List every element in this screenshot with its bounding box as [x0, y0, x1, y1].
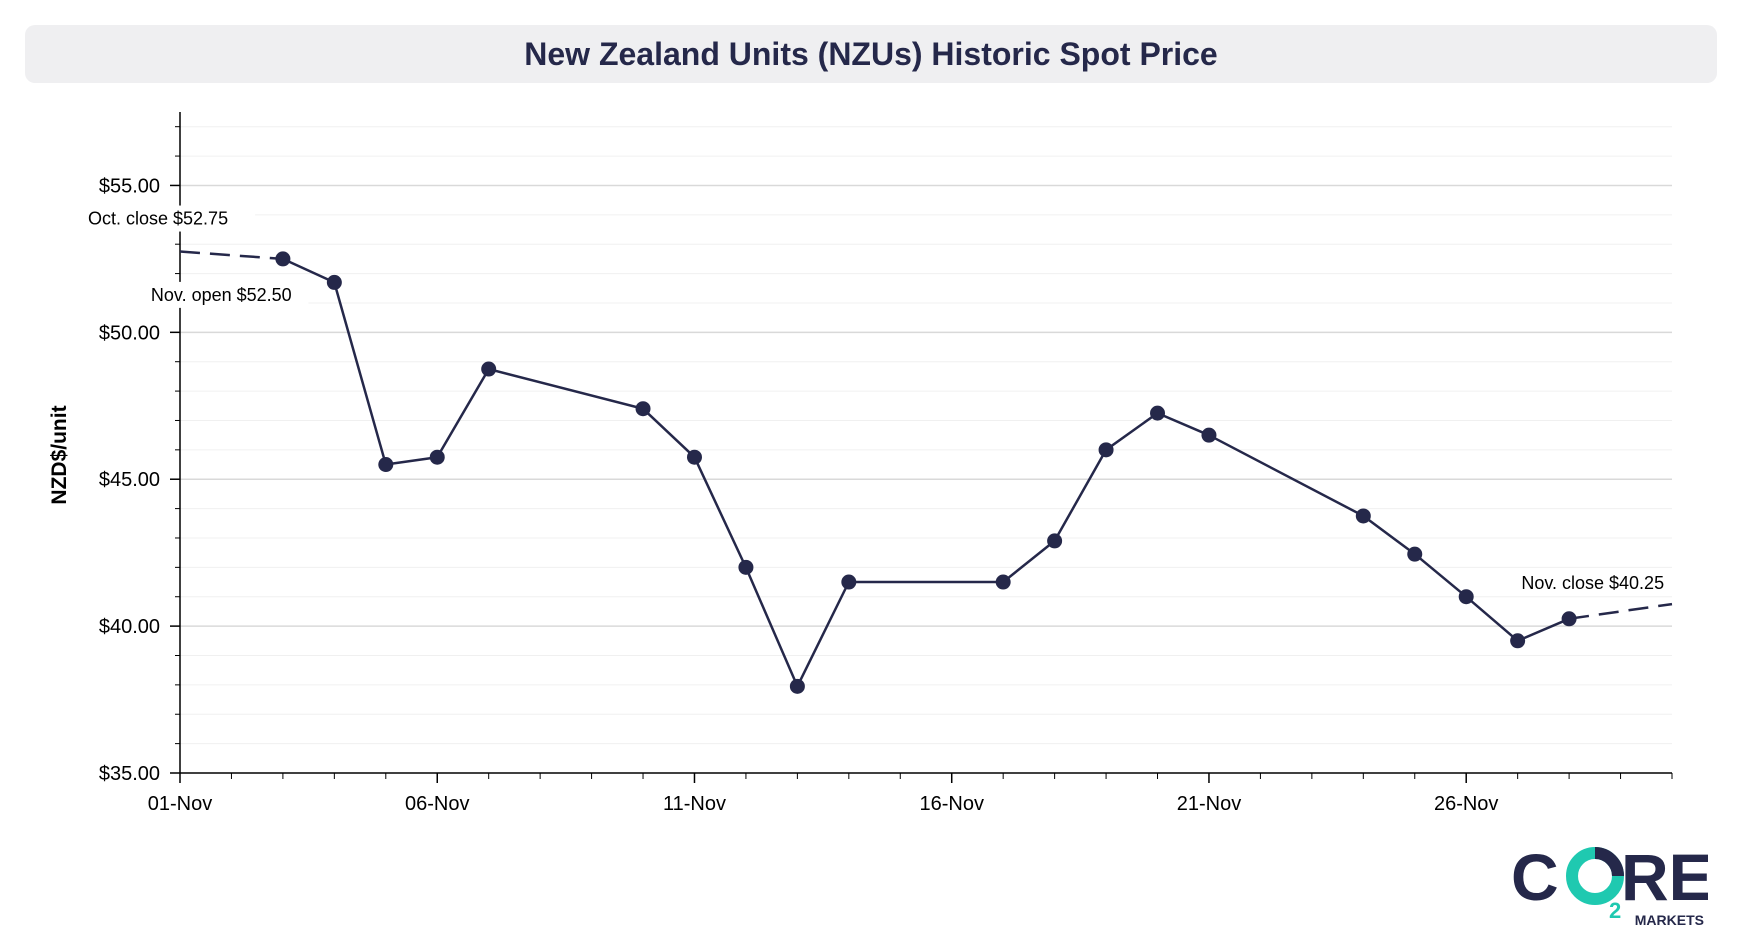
y-tick-label: $55.00	[99, 175, 160, 197]
series-line	[282, 257, 1570, 688]
data-point	[326, 274, 342, 290]
annotation-label: Oct. close $52.75	[88, 209, 228, 229]
data-point	[378, 457, 394, 473]
chart-title: New Zealand Units (NZUs) Historic Spot P…	[524, 35, 1218, 72]
series-line-path	[282, 257, 1570, 688]
annotation-label: Nov. close $40.25	[1521, 573, 1664, 593]
data-point	[1098, 442, 1114, 458]
annotation-background	[84, 205, 256, 232]
x-tick-label: 01-Nov	[148, 793, 212, 815]
data-point	[1150, 405, 1166, 421]
x-tick-label: 26-Nov	[1434, 793, 1498, 815]
logo-letters-re: RE	[1621, 840, 1708, 914]
data-point	[1201, 427, 1217, 443]
logo-o-ring-icon	[1566, 847, 1624, 905]
x-tick-label: 21-Nov	[1177, 793, 1241, 815]
logo-letter-c: C	[1511, 840, 1559, 914]
data-point	[275, 251, 291, 267]
data-point	[481, 361, 497, 377]
data-point	[1355, 508, 1371, 524]
data-point	[995, 574, 1011, 590]
x-tick-label: 16-Nov	[919, 793, 983, 815]
data-point	[1407, 546, 1423, 562]
y-tick-label: $45.00	[99, 469, 160, 491]
data-point	[1047, 533, 1063, 549]
data-points	[275, 251, 1577, 694]
dashed-segments	[179, 250, 1673, 621]
x-tick-labels: 01-Nov 06-Nov 11-Nov 16-Nov 21-Nov 26-Nov	[148, 793, 1499, 815]
y-axis-label: NZD$/unit	[48, 405, 71, 504]
y-tick-label: $50.00	[99, 322, 160, 344]
x-tick-label: 11-Nov	[663, 793, 726, 815]
data-point	[738, 559, 754, 575]
chart-title-bar: New Zealand Units (NZUs) Historic Spot P…	[25, 25, 1717, 83]
y-tick-label: $40.00	[99, 616, 160, 638]
dashed-segment	[179, 250, 283, 261]
major-gridlines	[180, 184, 1672, 627]
annotation-background	[1496, 569, 1669, 596]
data-point	[1458, 589, 1474, 605]
logo-subscript-2: 2	[1609, 898, 1621, 923]
dashed-segment	[1568, 602, 1673, 621]
core-markets-logo: C 2 RE MARKETS	[1511, 840, 1708, 928]
annotations: Oct. close $52.75 Nov. open $52.50 Nov. cl…	[84, 205, 1669, 596]
data-point	[1510, 633, 1526, 649]
data-point	[635, 401, 651, 417]
data-point	[841, 574, 857, 590]
annotation-label: Nov. open $52.50	[151, 285, 292, 305]
data-point	[1561, 611, 1577, 627]
axes	[179, 112, 1672, 774]
data-point	[686, 449, 702, 465]
annotation-background	[146, 281, 309, 308]
data-point	[429, 449, 445, 465]
minor-gridlines	[180, 126, 1672, 745]
y-tick-label: $35.00	[99, 763, 160, 785]
x-tick-label: 06-Nov	[405, 793, 469, 815]
data-point	[789, 678, 805, 694]
y-tick-labels: $35.00 $40.00 $45.00 $50.00 $55.00	[99, 175, 160, 785]
logo-tagline: MARKETS	[1635, 912, 1704, 928]
